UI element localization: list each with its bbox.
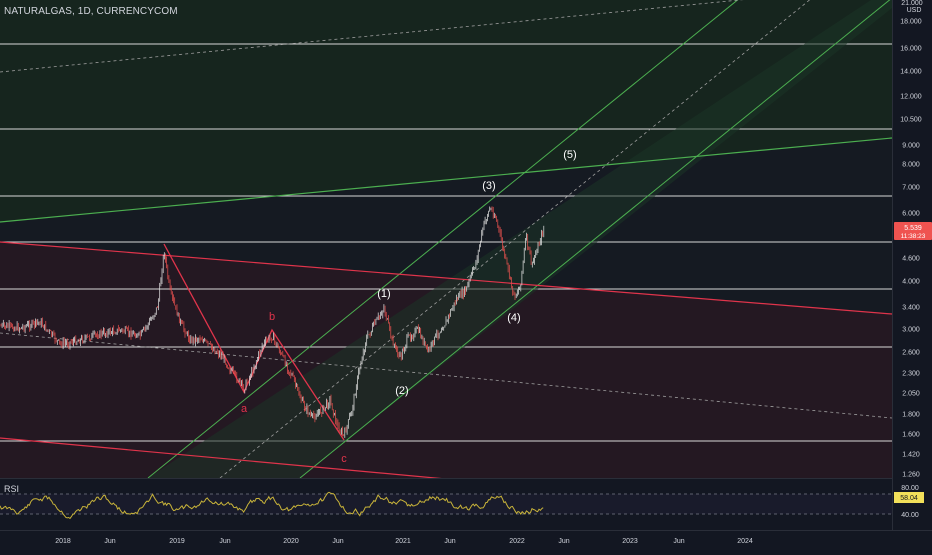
red-upper-line[interactable] [0,241,892,315]
price-tick-label: 3.400 [902,305,920,312]
time-tick-label: 2022 [509,538,525,545]
wave-label-4: (4) [507,312,520,324]
green-channel[interactable] [0,0,892,478]
wave-label-b: b [269,311,275,323]
price-axis-currency: USD [907,7,922,14]
wave-label-5: (5) [563,149,576,161]
channel-mid-line[interactable] [219,0,812,478]
rsi-value-badge [894,492,924,503]
rsi-tick-40: 40.00 [901,512,919,519]
price-tick-label: 10.500 [900,117,922,124]
time-tick-label: Jun [219,538,230,545]
price-tick-label: 1.800 [902,412,920,419]
rsi-line[interactable] [0,491,544,520]
time-tick-label: Jun [558,538,569,545]
wave-label-c: c [341,453,347,465]
time-tick-label: Jun [332,538,343,545]
price-tick-label: 8.000 [902,162,920,169]
last-price-value: 5.539 [904,225,922,232]
green-trend-line[interactable] [0,137,892,223]
price-tick-label: 7.000 [902,185,920,192]
red-mid-line[interactable] [0,332,892,419]
time-tick-label: Jun [444,538,455,545]
rsi-indicator-label[interactable]: RSI [4,484,20,494]
price-tick-label: 18.000 [900,19,922,26]
price-tick-label: 12.000 [900,94,922,101]
wave-label-1: (1) [377,288,390,300]
background-zones [0,0,892,478]
price-axis[interactable]: 21.000 18.000 16.000 14.000 12.000 10.500 9.00… [892,0,932,530]
channel-lower-line[interactable] [299,0,892,478]
price-tick-label: 4.600 [902,256,920,263]
price-tick-label: 1.600 [902,432,920,439]
price-tick-label: 2.300 [902,371,920,378]
wave-label-a: a [241,403,248,415]
price-tick-label: 14.000 [900,69,922,76]
price-tick-label: 16.000 [900,46,922,53]
time-tick-label: 2021 [395,538,411,545]
wave-label-3: (3) [482,180,495,192]
time-tick-label: Jun [673,538,684,545]
time-tick-label: 2020 [283,538,299,545]
red-lower-line[interactable] [0,437,892,520]
red-channel[interactable] [0,241,892,520]
price-candles[interactable] [0,206,545,438]
price-tick-label: 3.000 [902,327,920,334]
price-tick-label: 6.000 [902,211,920,218]
rsi-value: 58.04 [900,495,918,502]
channel-upper-line[interactable] [147,0,740,478]
rsi-tick-80: 80.00 [901,485,919,492]
rsi-band [0,494,892,514]
price-tick-label: 2.600 [902,350,920,357]
symbol-title[interactable]: NATURALGAS, 1D, CURRENCYCOM [4,6,178,17]
rsi-pane[interactable] [0,479,892,530]
time-tick-label: 2018 [55,538,71,545]
price-tick-label: 21.000 [901,0,923,7]
countdown-timer: 11:38:23 [901,233,926,240]
last-price-badge [894,222,932,240]
time-tick-label: 2019 [169,538,185,545]
price-tick-label: 9.000 [902,143,920,150]
price-tick-label: 1.260 [902,472,920,479]
time-tick-label: Jun [104,538,115,545]
price-tick-label: 1.420 [902,452,920,459]
channel-fill [148,0,892,478]
wave-labels: a b c (1) (2) (3) (4) (5) [241,149,577,465]
price-tick-label: 4.000 [902,279,920,286]
abc-correction-line[interactable] [163,243,345,441]
wave-label-2: (2) [395,385,408,397]
time-axis[interactable]: 2018 Jun 2019 Jun 2020 Jun 2021 Jun 2022 Jun 2023 J… [0,530,932,550]
time-tick-label: 2023 [622,538,638,545]
time-tick-label: 2024 [737,538,753,545]
price-tick-label: 2.050 [902,391,920,398]
dashed-resistance-line[interactable] [0,0,760,73]
